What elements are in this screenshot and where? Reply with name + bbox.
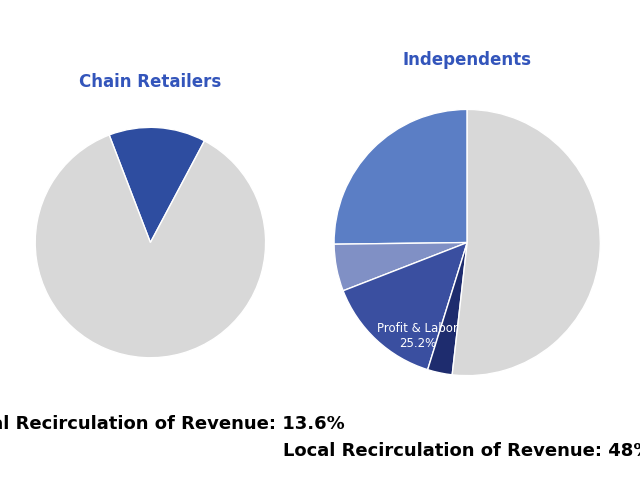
Text: Local Recirculation of Revenue: 13.6%: Local Recirculation of Revenue: 13.6% xyxy=(0,415,344,433)
Title: Chain Retailers: Chain Retailers xyxy=(79,73,221,92)
Text: *Compiled results from nine studies by Civic Economics, 2012: www.civiceconomics: *Compiled results from nine studies by C… xyxy=(72,459,568,484)
Wedge shape xyxy=(35,135,266,358)
Wedge shape xyxy=(452,109,600,376)
Wedge shape xyxy=(343,243,467,370)
Text: Profit & Labor
25.2%: Profit & Labor 25.2% xyxy=(377,322,458,350)
Wedge shape xyxy=(334,243,467,291)
Text: Local Economic Return of Indies v. Chains: Local Economic Return of Indies v. Chain… xyxy=(0,22,640,50)
Text: Procurement
for Resale
14.3%: Procurement for Resale 14.3% xyxy=(369,414,445,457)
Wedge shape xyxy=(428,243,467,375)
Text: Local Recirculation of Revenue: 48%: Local Recirculation of Revenue: 48% xyxy=(283,442,640,460)
Wedge shape xyxy=(334,109,467,244)
Wedge shape xyxy=(109,127,205,243)
Title: Independents: Independents xyxy=(403,51,532,69)
